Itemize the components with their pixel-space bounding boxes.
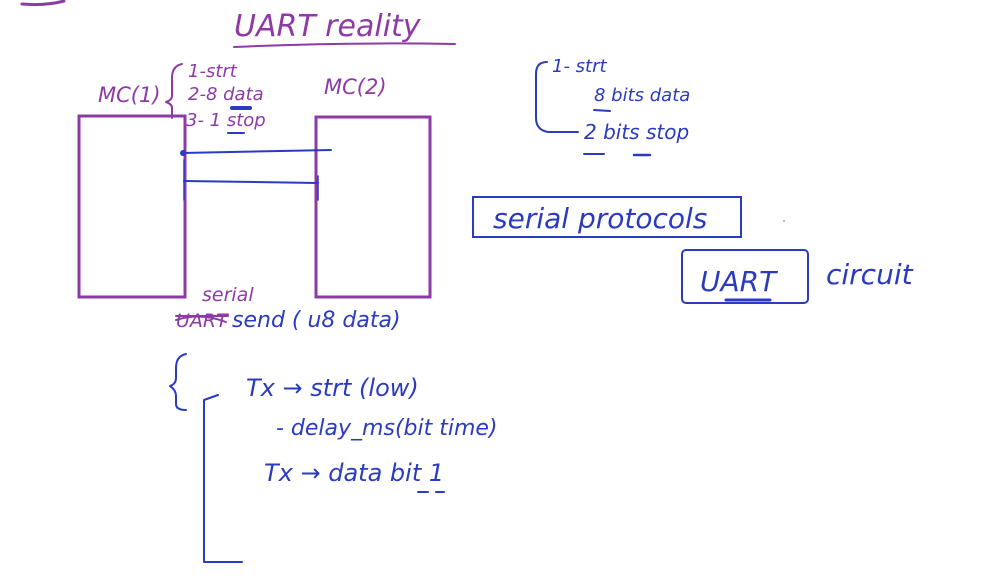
frame-right-brace bbox=[535, 61, 579, 133]
body-bracket bbox=[203, 394, 243, 563]
frame-brace bbox=[165, 63, 183, 119]
function-brace bbox=[169, 353, 187, 411]
stray-dot bbox=[783, 220, 785, 222]
title-text: UART reality bbox=[234, 9, 422, 44]
frame-right-line-2: 8 bits data bbox=[594, 85, 690, 106]
uart-box bbox=[681, 249, 809, 304]
serial-protocols-text: serial protocols bbox=[493, 202, 707, 235]
mc2-box bbox=[314, 115, 432, 299]
mc2-label: MC(2) bbox=[324, 75, 387, 99]
send-function-text: send ( u8 data) bbox=[232, 308, 401, 333]
frame-small-line-3: 3- 1 stop bbox=[186, 110, 266, 131]
corner-scribble bbox=[20, 0, 66, 7]
frame-small-line-2: 2-8 data bbox=[188, 84, 264, 105]
wire-rx bbox=[183, 180, 319, 184]
wire-tx bbox=[181, 149, 332, 154]
frame-small-line-1: 1-strt bbox=[188, 61, 238, 82]
frame-right-line-1: 1- strt bbox=[552, 56, 608, 77]
uart-box-text: UART bbox=[700, 265, 778, 298]
code-line-3: Tx → data bit 1 bbox=[264, 459, 444, 487]
circuit-text: circuit bbox=[826, 258, 914, 291]
frame-right-8-underline bbox=[593, 109, 611, 112]
mc1-label: MC(1) bbox=[98, 83, 161, 107]
serial-word: serial bbox=[202, 284, 254, 306]
strike-scribble bbox=[175, 315, 229, 323]
frame-right-line-3: 2 bits stop bbox=[584, 120, 689, 144]
code-line-1: Tx → strt (low) bbox=[246, 374, 419, 402]
wire-tx-dot bbox=[180, 150, 186, 156]
mc1-box bbox=[77, 114, 187, 299]
serial-protocols-box bbox=[472, 196, 742, 238]
title-underline bbox=[233, 42, 456, 48]
code-line-2: - delay_ms(bit time) bbox=[276, 416, 498, 441]
